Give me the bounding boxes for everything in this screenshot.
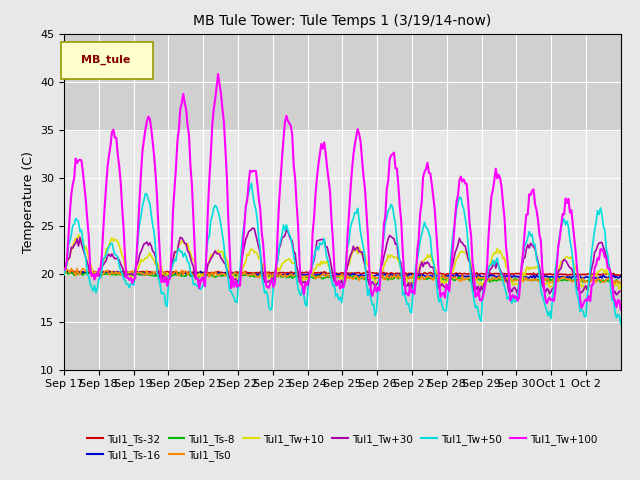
Bar xyxy=(64,274,621,370)
Title: MB Tule Tower: Tule Temps 1 (3/19/14-now): MB Tule Tower: Tule Temps 1 (3/19/14-now… xyxy=(193,14,492,28)
Legend: Tul1_Ts-32, Tul1_Ts-16, Tul1_Ts-8, Tul1_Ts0, Tul1_Tw+10, Tul1_Tw+30, Tul1_Tw+50,: Tul1_Ts-32, Tul1_Ts-16, Tul1_Ts-8, Tul1_… xyxy=(83,430,602,465)
FancyBboxPatch shape xyxy=(61,42,153,79)
Text: MB_tule: MB_tule xyxy=(81,55,131,65)
Y-axis label: Temperature (C): Temperature (C) xyxy=(22,151,35,252)
Bar xyxy=(64,34,621,130)
